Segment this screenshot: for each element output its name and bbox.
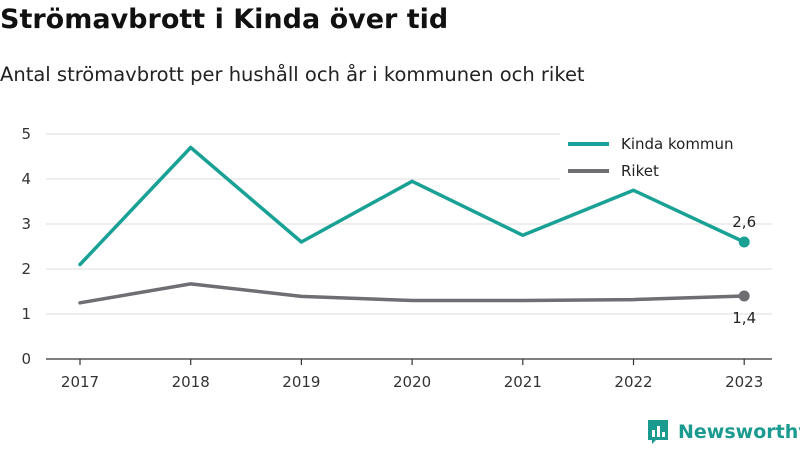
series-line (78, 282, 746, 305)
chart-title: Strömavbrott i Kinda över tid (0, 4, 449, 35)
data-point (738, 290, 750, 302)
y-tick-label: 4 (21, 170, 31, 188)
x-tick-label: 2023 (725, 373, 763, 391)
legend-label: Kinda kommun (621, 135, 734, 153)
legend: Kinda kommun Riket (560, 128, 772, 186)
x-tick-label: 2022 (614, 373, 652, 391)
y-tick-label: 3 (21, 215, 31, 233)
data-label: 1,4 (732, 309, 756, 327)
series-end-points (738, 236, 750, 302)
bar-chart-logo-icon (648, 420, 668, 444)
newsworthy-logo: Newsworthy (646, 419, 800, 445)
series-lines (78, 145, 746, 305)
chart-subtitle: Antal strömavbrott per hushåll och år i … (0, 63, 585, 86)
x-axis: 2017 2018 2019 2020 2021 2022 2023 (46, 358, 772, 391)
y-tick-label: 5 (21, 125, 31, 143)
data-point (738, 236, 750, 248)
y-tick-label: 1 (21, 305, 31, 323)
x-tick-label: 2020 (393, 373, 431, 391)
data-label: 2,6 (732, 213, 756, 231)
y-tick-label: 0 (21, 350, 31, 368)
x-tick-label: 2017 (61, 373, 99, 391)
series-end-labels: 2,6 1,4 (732, 213, 756, 327)
legend-background (560, 128, 772, 186)
x-tick-label: 2021 (504, 373, 542, 391)
series-line (78, 145, 746, 267)
x-tick-label: 2018 (172, 373, 210, 391)
legend-label: Riket (621, 162, 659, 180)
x-tick-label: 2019 (282, 373, 320, 391)
brand-name: Newsworthy (678, 421, 800, 443)
y-tick-label: 2 (21, 260, 31, 278)
y-axis-ticks: 0 1 2 3 4 5 (21, 125, 31, 368)
